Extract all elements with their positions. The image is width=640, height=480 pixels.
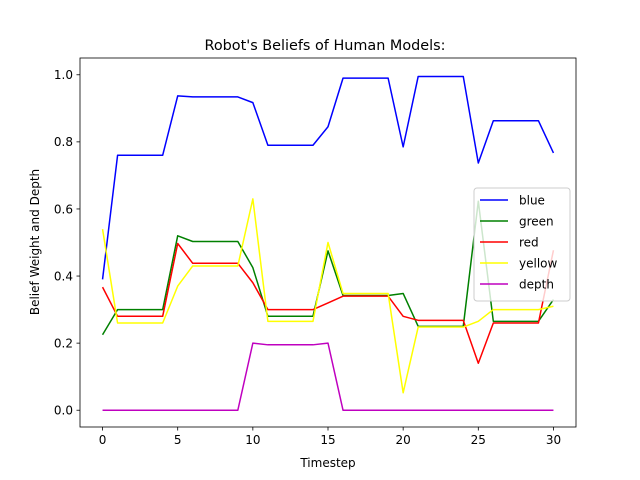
x-tick-label: 0 (99, 433, 107, 447)
legend-label-green: green (519, 214, 554, 228)
series-line-blue (101, 75, 555, 280)
x-tick-label: 30 (546, 433, 561, 447)
y-tick-label: 0.0 (54, 404, 73, 418)
series-line-yellow (101, 198, 554, 394)
legend-label-red: red (519, 235, 539, 249)
legend-label-yellow: yellow (519, 256, 557, 270)
legend-box (473, 187, 571, 302)
y-tick-label: 0.4 (54, 269, 73, 283)
y-tick-label: 1.0 (54, 68, 73, 82)
y-tick-label: 0.8 (54, 135, 73, 149)
axes-layer: 0 5 10 15 20 25 30 0.0 0.2 0.4 0.6 0.8 1.0 (54, 57, 577, 447)
y-axis-label: Belief Weight and Depth (28, 169, 42, 315)
x-tick-label: 20 (396, 433, 411, 447)
legend-label-blue: blue (519, 193, 545, 207)
x-axis-label: Timestep (299, 456, 355, 470)
legend: blue green red yellow depth (473, 187, 571, 302)
chart-title: Robot's Beliefs of Human Models: (205, 38, 446, 54)
x-tick-label: 10 (245, 433, 260, 447)
series-line-depth (102, 342, 554, 411)
y-tick-label: 0.2 (54, 336, 73, 350)
x-tick-label: 5 (174, 433, 182, 447)
y-tick-label: 0.6 (54, 202, 73, 216)
x-tick-label: 25 (471, 433, 486, 447)
legend-label-depth: depth (519, 277, 554, 291)
series-line-red (101, 242, 555, 365)
series-layer (101, 75, 555, 411)
x-tick-label: 15 (320, 433, 335, 447)
